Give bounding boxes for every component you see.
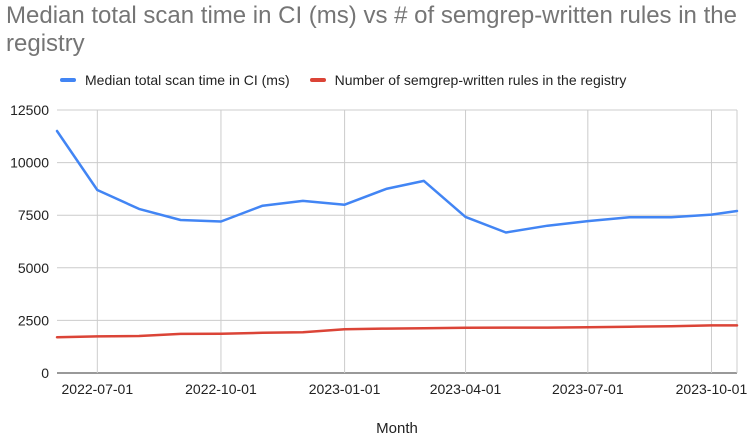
legend-label-rules-count: Number of semgrep-written rules in the r… — [334, 72, 627, 88]
legend-swatch-scan-time — [60, 78, 76, 82]
x-tick-label: 2022-10-01 — [185, 381, 257, 397]
y-tick-label: 5000 — [18, 260, 49, 276]
y-tick-label: 7500 — [18, 207, 49, 223]
x-tick-label: 2023-07-01 — [552, 381, 624, 397]
legend-label-scan-time: Median total scan time in CI (ms) — [85, 72, 290, 88]
series-line-scan-time — [55, 129, 739, 234]
legend-item-rules-count: Number of semgrep-written rules in the r… — [309, 72, 627, 88]
legend-swatch-rules-count — [309, 78, 326, 82]
x-tick-label: 2023-01-01 — [309, 381, 381, 397]
y-tick-label: 0 — [41, 365, 49, 381]
y-tick-label: 2500 — [18, 312, 49, 328]
x-tick-label: 2023-10-01 — [676, 381, 748, 397]
legend: Median total scan time in CI (ms) Number… — [60, 70, 646, 90]
y-tick-label: 12500 — [10, 102, 49, 118]
x-tick-label: 2023-04-01 — [430, 381, 502, 397]
legend-item-scan-time: Median total scan time in CI (ms) — [60, 72, 290, 88]
y-tick-label: 10000 — [10, 155, 49, 171]
x-tick-label: 2022-07-01 — [62, 381, 134, 397]
x-axis-label: Month — [376, 420, 418, 437]
series-line-rules-count — [55, 324, 739, 339]
chart-title: Median total scan time in CI (ms) vs # o… — [6, 2, 737, 57]
